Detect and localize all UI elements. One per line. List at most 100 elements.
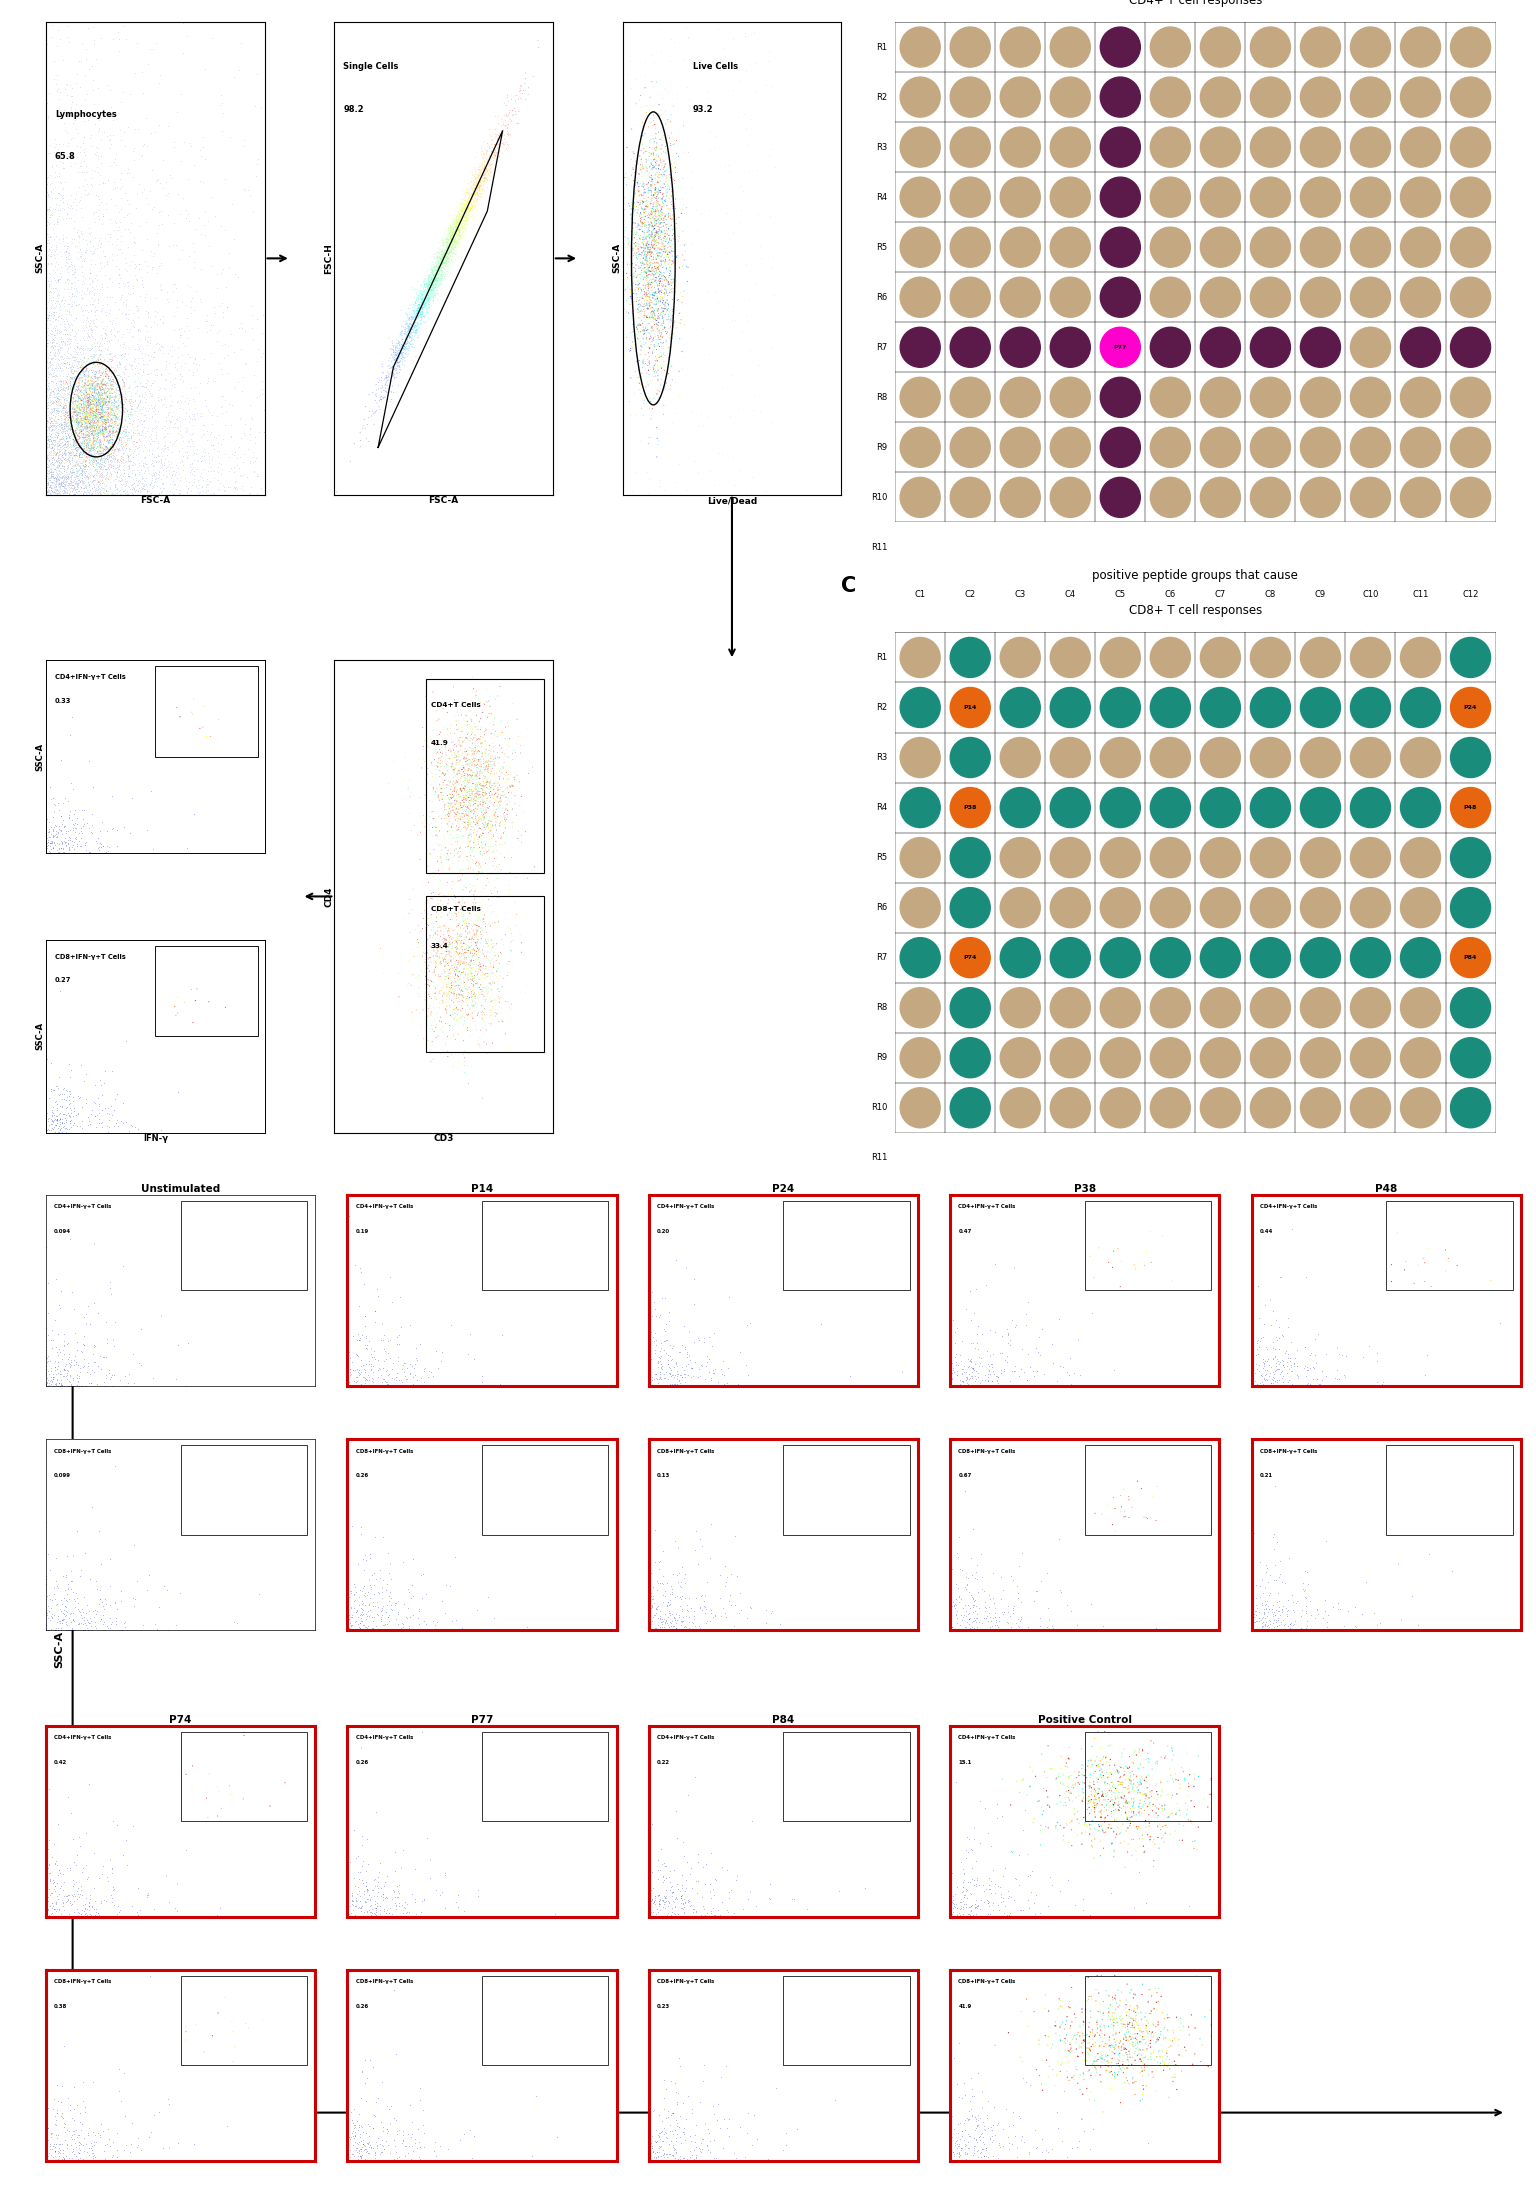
Point — [1066, 1806, 1091, 1841]
Point — [627, 267, 651, 302]
Point — [419, 262, 444, 298]
Point — [35, 1105, 60, 1140]
Point — [468, 168, 493, 203]
Point — [246, 331, 270, 366]
Point — [69, 245, 94, 280]
Point — [642, 225, 667, 260]
Point — [71, 448, 95, 483]
Point — [89, 459, 114, 494]
Point — [988, 1559, 1012, 1594]
Point — [1103, 1991, 1127, 2026]
Point — [413, 280, 438, 315]
Point — [68, 183, 92, 218]
Point — [470, 159, 495, 194]
Point — [445, 218, 470, 254]
Point — [445, 986, 470, 1021]
Point — [468, 750, 493, 785]
Point — [648, 247, 673, 282]
Point — [58, 450, 83, 485]
Point — [487, 950, 511, 986]
Point — [462, 770, 487, 805]
Point — [74, 412, 98, 448]
Point — [435, 229, 459, 265]
Point — [641, 351, 665, 386]
Point — [720, 22, 745, 57]
Point — [98, 322, 123, 357]
Point — [664, 364, 688, 399]
Point — [52, 71, 77, 106]
Point — [68, 463, 92, 498]
Point — [35, 390, 60, 426]
Point — [442, 871, 467, 906]
Point — [438, 953, 462, 988]
Point — [969, 2075, 994, 2110]
Point — [660, 1356, 685, 1391]
Point — [1109, 1779, 1134, 1815]
Point — [177, 203, 201, 238]
Point — [75, 401, 100, 437]
Point — [40, 825, 65, 860]
Point — [406, 293, 430, 329]
Point — [38, 1612, 63, 1647]
Point — [246, 456, 270, 492]
Point — [657, 1859, 682, 1894]
Ellipse shape — [1250, 937, 1290, 977]
Point — [54, 373, 78, 408]
Point — [34, 2123, 58, 2159]
Ellipse shape — [1000, 1138, 1040, 1177]
Point — [335, 2123, 359, 2159]
Point — [419, 267, 444, 302]
Point — [48, 811, 72, 847]
Point — [441, 238, 465, 273]
Point — [521, 60, 545, 95]
Point — [402, 939, 427, 975]
Point — [63, 428, 88, 463]
Point — [516, 710, 541, 745]
Point — [413, 287, 438, 322]
Point — [631, 247, 656, 282]
Point — [656, 260, 680, 295]
Point — [449, 785, 473, 820]
Point — [52, 423, 77, 459]
Point — [762, 150, 786, 185]
Point — [1028, 2066, 1052, 2101]
Point — [1278, 1612, 1303, 1647]
Point — [441, 789, 465, 825]
Point — [45, 315, 69, 351]
Point — [95, 1109, 120, 1144]
Ellipse shape — [900, 736, 940, 778]
Bar — [783, 1731, 909, 1821]
Point — [38, 783, 63, 818]
Point — [479, 721, 504, 756]
Point — [654, 1605, 679, 1641]
Point — [221, 439, 246, 474]
Point — [407, 287, 432, 322]
Point — [653, 368, 677, 404]
Point — [66, 381, 91, 417]
Point — [642, 351, 667, 386]
Point — [393, 320, 418, 355]
Point — [473, 807, 498, 842]
Point — [461, 781, 485, 816]
Point — [654, 1588, 679, 1623]
Point — [160, 161, 184, 196]
Point — [37, 470, 61, 505]
Point — [94, 381, 118, 417]
Point — [997, 2126, 1021, 2161]
Point — [625, 282, 650, 318]
Point — [438, 227, 462, 262]
Text: 0.19: 0.19 — [355, 1228, 369, 1235]
Point — [1115, 1786, 1140, 1821]
Point — [41, 459, 66, 494]
Point — [516, 783, 541, 818]
Point — [495, 728, 519, 763]
Point — [449, 209, 473, 245]
Point — [49, 386, 74, 421]
Point — [75, 384, 100, 419]
Point — [435, 236, 459, 271]
Point — [481, 955, 505, 990]
Point — [95, 415, 120, 450]
Point — [447, 198, 472, 234]
Point — [475, 728, 499, 763]
Point — [418, 256, 442, 291]
